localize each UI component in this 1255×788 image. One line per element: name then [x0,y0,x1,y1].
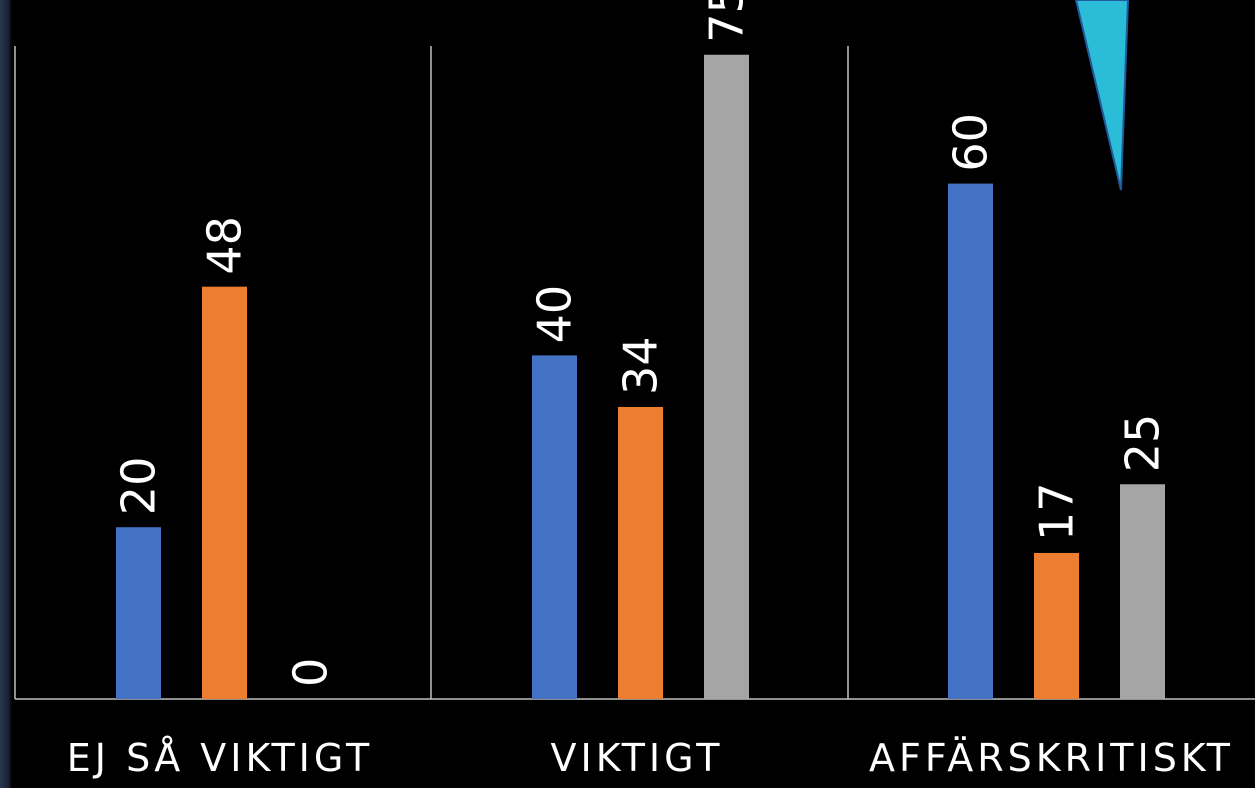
bar [202,286,247,699]
data-label: 25 [1116,414,1170,473]
data-label: 40 [528,285,582,344]
slide-edge-decoration [0,0,12,788]
category-label-2: AFFÄRSKRITISKT [869,736,1234,780]
data-label: 0 [284,658,338,687]
data-label: 20 [112,457,166,516]
data-label: 60 [944,113,998,172]
bar [532,355,577,699]
bar [618,406,663,699]
bar [1034,552,1079,699]
bar [704,54,749,699]
data-label: 75 [700,0,754,43]
data-label: 48 [198,216,252,275]
category-label-0: EJ SÅ VIKTIGT [66,736,374,780]
bar [948,183,993,700]
decorative-triangle [1074,0,1130,191]
data-label: 34 [614,336,668,395]
category-label-1: VIKTIGT [550,736,724,780]
bar [116,527,161,699]
bar [1120,484,1165,699]
data-label: 17 [1030,482,1084,541]
